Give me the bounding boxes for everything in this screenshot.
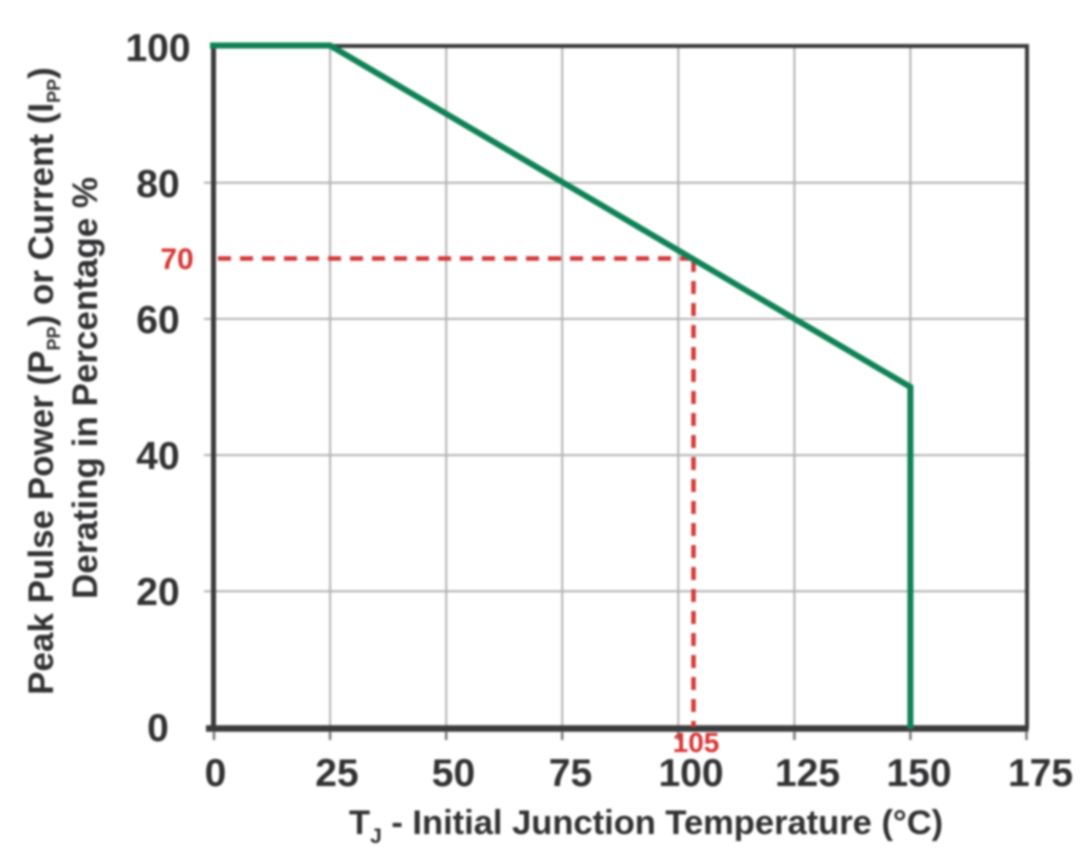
- svg-text:60: 60: [136, 299, 179, 342]
- svg-text:100: 100: [125, 27, 190, 70]
- svg-text:25: 25: [315, 752, 358, 795]
- svg-text:100: 100: [658, 752, 723, 795]
- svg-text:70: 70: [160, 243, 193, 276]
- svg-text:75: 75: [549, 752, 592, 795]
- svg-text:80: 80: [136, 163, 179, 206]
- svg-text:0: 0: [205, 752, 227, 795]
- svg-text:50: 50: [432, 752, 475, 795]
- svg-text:20: 20: [136, 571, 179, 614]
- svg-text:TJ - Initial Junction Temperat: TJ - Initial Junction Temperature (°C): [349, 804, 943, 848]
- svg-text:0: 0: [147, 707, 169, 750]
- svg-text:Derating in Percentage %: Derating in Percentage %: [66, 177, 105, 599]
- svg-text:175: 175: [1008, 752, 1073, 795]
- svg-text:150: 150: [886, 752, 951, 795]
- svg-text:125: 125: [775, 752, 840, 795]
- svg-text:105: 105: [673, 727, 720, 758]
- svg-text:Peak Pulse Power (PPP) or Curr: Peak Pulse Power (PPP) or Current (IPP): [22, 67, 64, 695]
- svg-text:40: 40: [136, 435, 179, 478]
